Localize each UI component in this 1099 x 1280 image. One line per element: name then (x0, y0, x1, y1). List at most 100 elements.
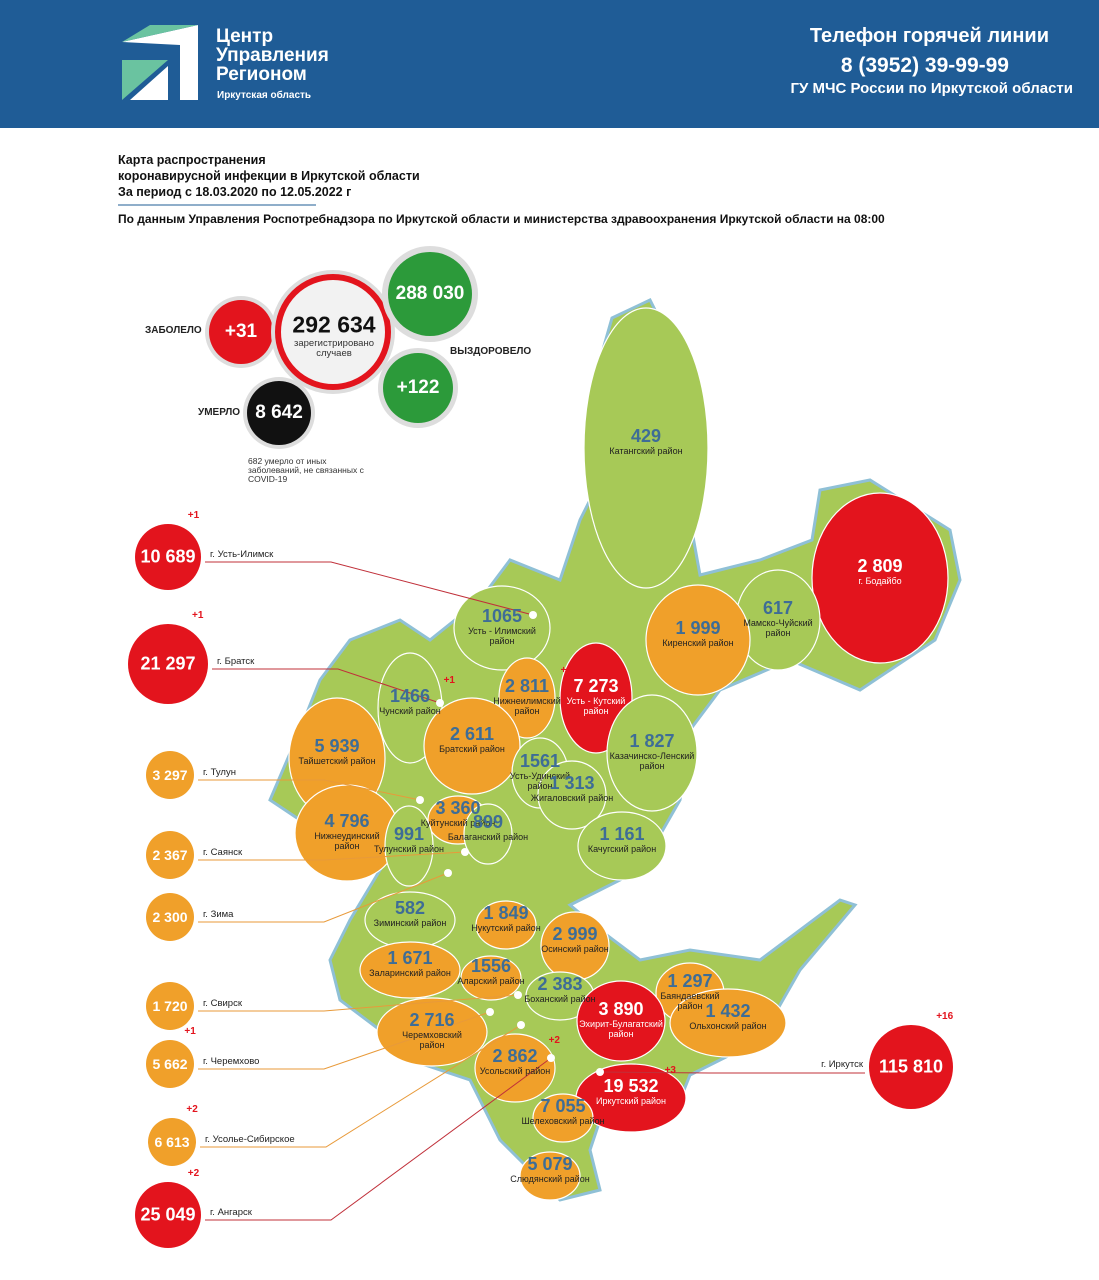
city-point (444, 869, 452, 877)
district-label: 19 532 Иркутский район +3 (576, 1066, 686, 1107)
district-name: Шелеховский район (521, 1116, 605, 1126)
district-value: 991 (393, 824, 425, 844)
district-label: 1 827 Казачинско-Ленский район (597, 731, 707, 771)
city-delta: +1 (192, 610, 204, 621)
district-value: 1 161 (599, 824, 645, 844)
district-value: 1561 (519, 751, 561, 771)
district-value: 582 (394, 898, 426, 918)
city-point (416, 796, 424, 804)
district-label: 2 809 г. Бодайбо (825, 556, 935, 586)
district-area (474, 1033, 556, 1103)
district-area (463, 803, 513, 865)
circle-recovered (388, 252, 472, 336)
district-label: 1 313 Жигаловский район (517, 773, 627, 803)
total-caption: зарегистрировано случаев (294, 338, 374, 359)
district-value: 1 671 (387, 948, 433, 968)
district-name: Усть - Кутский район (566, 696, 626, 716)
district-value: 4 796 (324, 811, 370, 831)
district-area (577, 811, 667, 881)
city-point (517, 1021, 525, 1029)
city-value: 1 720 (152, 998, 188, 1014)
recovered-total: 288 030 (395, 283, 465, 304)
district-value: 1 432 (705, 1001, 751, 1021)
district-name: Братский район (439, 744, 505, 754)
district-area (532, 1093, 594, 1143)
district-label: 1 297 Баяндаевский район (635, 971, 745, 1011)
leader-line (205, 1057, 552, 1221)
city-circle (128, 624, 208, 704)
district-label: 2 716 Черемховский район (377, 1010, 487, 1050)
district-name: Заларинский район (369, 968, 451, 978)
district-value: 2 862 (492, 1046, 538, 1066)
district-label: 1 432 Ольхонский район (673, 1001, 783, 1031)
district-delta: +2 (560, 665, 572, 676)
leader-line (198, 872, 449, 923)
district-name: Качугский район (587, 844, 657, 854)
district-value: 1 999 (675, 618, 721, 638)
city-value: 2 300 (152, 909, 188, 925)
district-area (583, 307, 709, 589)
city-name: г. Свирск (203, 998, 242, 1009)
district-value: 2 809 (857, 556, 903, 576)
city-delta: +1 (187, 510, 200, 521)
city-circle (146, 982, 194, 1030)
city-value: 21 297 (140, 653, 196, 674)
district-area (519, 1151, 581, 1201)
district-value: 2 716 (409, 1010, 455, 1030)
district-value: 429 (630, 426, 662, 446)
city-circle (869, 1025, 953, 1109)
city-value: 2 367 (152, 847, 188, 863)
district-name: Аларский район (457, 976, 525, 986)
district-area (645, 584, 751, 696)
district-label: 2 999 Осинский район (520, 924, 630, 954)
city-point (514, 991, 522, 999)
hotline-title: Телефон горячей линии (809, 25, 1049, 47)
district-value: 1065 (481, 606, 523, 626)
source-line: По данным Управления Роспотребнадзора по… (118, 212, 885, 226)
district-label: 582 Зиминский район (355, 898, 465, 928)
district-name: Зиминский район (373, 918, 447, 928)
city-circle (146, 893, 194, 941)
district-area (384, 805, 434, 887)
district-label: 2 383 Боханский район (505, 974, 615, 1004)
city-circle (146, 751, 194, 799)
city-delta: +1 (184, 1026, 196, 1037)
logo-line: Центр (216, 26, 274, 47)
district-value: 1 849 (483, 903, 529, 923)
district-name: Казачинско-Ленский район (609, 751, 695, 771)
district-name: Нукутский район (471, 923, 541, 933)
district-label: 1 161 Качугский район (567, 824, 677, 854)
logo-line: Регионом (216, 64, 307, 85)
city-value: 5 662 (152, 1056, 188, 1072)
city-value: 10 689 (140, 546, 196, 567)
city-circle (146, 831, 194, 879)
district-name: Баяндаевский район (660, 991, 720, 1011)
district-label: 7 055 Шелеховский район (508, 1096, 618, 1126)
district-label: 991 Тулунский район (354, 824, 464, 854)
died-total: 8 642 (255, 402, 303, 423)
recovered-label: ВЫЗДОРОВЕЛО (450, 346, 532, 357)
district-area (537, 760, 607, 830)
infected-new: +31 (224, 321, 258, 342)
circle-recovered-new (383, 353, 453, 423)
district-area (811, 492, 949, 664)
district-name: Осинский район (541, 944, 609, 954)
district-label: 5 939 Тайшетский район (282, 736, 392, 766)
district-label: 429 Катангский район (591, 426, 701, 456)
city-point (547, 1054, 555, 1062)
city-delta: +2 (186, 1104, 198, 1115)
district-label: 3 890 Эхирит-Булагатский район (566, 999, 676, 1039)
district-area (498, 657, 556, 739)
died-label: УМЕРЛО (198, 407, 241, 418)
district-area (359, 941, 461, 999)
district-name: Слюдянский район (510, 1174, 590, 1184)
district-name: Балаганский район (447, 832, 529, 842)
district-name: Жигаловский район (530, 793, 614, 803)
logo-line: Управления (216, 45, 329, 66)
city-circle (135, 1182, 201, 1248)
district-name: Нижнеудинский район (314, 831, 380, 851)
logo-shape (130, 66, 168, 100)
city-name: г. Усть-Илимск (210, 549, 274, 560)
